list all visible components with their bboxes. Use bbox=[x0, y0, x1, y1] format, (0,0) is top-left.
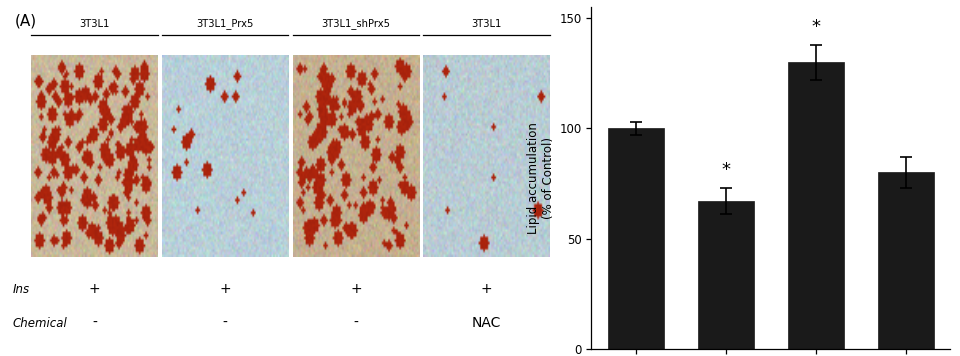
Bar bbox=[878, 173, 934, 349]
Bar bbox=[32, 55, 157, 257]
Text: 3T3L1_Prx5: 3T3L1_Prx5 bbox=[197, 19, 254, 29]
Text: +: + bbox=[481, 282, 492, 296]
Text: 3T3L1: 3T3L1 bbox=[80, 19, 109, 29]
Text: 3T3L1_shPrx5: 3T3L1_shPrx5 bbox=[322, 19, 391, 29]
Text: Ins: Ins bbox=[12, 283, 30, 295]
Text: +: + bbox=[88, 282, 101, 296]
Text: NAC: NAC bbox=[472, 316, 501, 330]
Text: -: - bbox=[92, 316, 97, 330]
Bar bbox=[608, 129, 663, 349]
Bar bbox=[162, 55, 288, 257]
Text: +: + bbox=[350, 282, 362, 296]
Bar bbox=[788, 62, 844, 349]
Bar bbox=[423, 55, 550, 257]
Y-axis label: Lipid accumulation
(% of Control): Lipid accumulation (% of Control) bbox=[527, 122, 555, 234]
Text: -: - bbox=[353, 316, 358, 330]
Text: -: - bbox=[223, 316, 228, 330]
Bar bbox=[698, 201, 754, 349]
Text: (A): (A) bbox=[15, 14, 37, 29]
Bar bbox=[293, 55, 420, 257]
Text: 3T3L1: 3T3L1 bbox=[471, 19, 502, 29]
Text: Chemical: Chemical bbox=[12, 317, 67, 330]
Text: +: + bbox=[220, 282, 231, 296]
Text: *: * bbox=[811, 18, 821, 36]
Text: *: * bbox=[721, 161, 731, 179]
